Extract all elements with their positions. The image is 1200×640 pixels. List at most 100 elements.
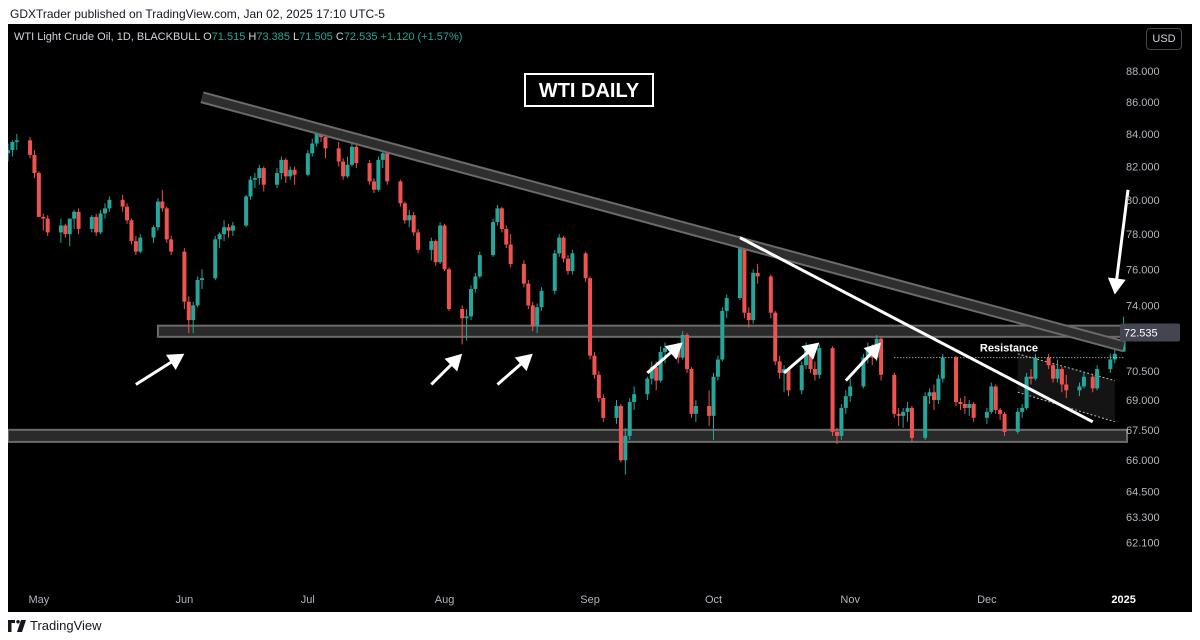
- candle-body: [213, 239, 218, 279]
- candle: [473, 272, 478, 293]
- arrow-sep: [646, 342, 683, 375]
- candle: [566, 255, 570, 275]
- candle: [1028, 369, 1033, 385]
- candle: [160, 189, 165, 212]
- candle-body: [654, 367, 659, 381]
- y-tick-label: 80.000: [1126, 195, 1160, 207]
- candle-body: [28, 140, 33, 155]
- candle: [632, 386, 637, 410]
- arrow-jan-down: [1107, 189, 1130, 295]
- candle-body: [923, 396, 928, 438]
- candle-body: [345, 164, 350, 177]
- candle-body: [385, 153, 390, 182]
- candle-body: [561, 237, 566, 259]
- high-label: H: [248, 31, 256, 43]
- candle: [508, 234, 513, 268]
- candle: [658, 346, 663, 383]
- candle-body: [200, 278, 205, 281]
- candle: [129, 218, 134, 245]
- candle-body: [36, 173, 41, 217]
- candle: [962, 396, 967, 414]
- candle: [751, 269, 756, 324]
- candle-body: [191, 305, 196, 321]
- open-label: O: [203, 31, 212, 43]
- candle-body: [94, 216, 99, 233]
- candle: [989, 382, 994, 414]
- candle-body: [539, 290, 544, 308]
- y-tick-label: 64.500: [1126, 486, 1160, 498]
- arrow-nov: [844, 342, 882, 382]
- candle-body: [261, 168, 266, 185]
- candle-body: [411, 215, 416, 233]
- candle-body: [768, 276, 773, 313]
- candle-body: [685, 334, 690, 370]
- candle: [901, 407, 906, 428]
- candle: [230, 222, 235, 236]
- candle-body: [773, 312, 778, 362]
- candle-body: [724, 298, 729, 311]
- candle-body: [252, 178, 257, 180]
- candle: [499, 206, 504, 233]
- candle-body: [1033, 357, 1038, 379]
- candlestick-chart[interactable]: WTI Light Crude Oil, 1D, BLACKBULL O71.5…: [8, 24, 1192, 612]
- candle: [367, 159, 372, 185]
- candle-body: [58, 225, 63, 233]
- candle-body: [45, 218, 50, 233]
- candle: [755, 263, 760, 284]
- candle: [936, 374, 941, 405]
- candle: [491, 218, 496, 257]
- candle: [777, 355, 782, 379]
- candle-body: [499, 208, 504, 229]
- currency-button[interactable]: USD: [1146, 28, 1182, 50]
- candle: [283, 158, 288, 184]
- candle: [931, 384, 936, 410]
- candle: [407, 210, 412, 228]
- candle-body: [715, 359, 720, 377]
- candle-body: [535, 307, 540, 326]
- upper-support-band: [156, 324, 1128, 338]
- tradingview-brand[interactable]: TradingView: [30, 618, 102, 633]
- candle-body: [257, 168, 262, 179]
- candle: [940, 353, 945, 383]
- candle: [292, 166, 297, 185]
- candle-body: [693, 405, 698, 414]
- candle-body: [508, 244, 513, 264]
- candle: [530, 301, 535, 332]
- candle: [1055, 359, 1060, 383]
- candle-body: [402, 203, 407, 221]
- candle: [557, 234, 562, 257]
- candle-body: [746, 312, 751, 321]
- candle: [1090, 374, 1095, 393]
- open-value: 71.515: [212, 31, 249, 43]
- close-value: 72.535: [344, 31, 381, 43]
- candle: [984, 407, 989, 424]
- candle: [830, 346, 835, 436]
- y-tick-label: 66.000: [1126, 455, 1160, 467]
- candle-body: [1108, 359, 1113, 370]
- candle: [1077, 382, 1082, 397]
- candle-body: [1020, 407, 1025, 412]
- candle-body: [217, 234, 222, 240]
- chart-pane[interactable]: WTI Light Crude Oil, 1D, BLACKBULL O71.5…: [8, 24, 1192, 612]
- candle-body: [288, 169, 293, 177]
- candle: [222, 220, 227, 242]
- candle-body: [658, 351, 663, 381]
- candle-body: [32, 154, 37, 174]
- candle: [614, 400, 619, 424]
- candle-body: [367, 163, 372, 182]
- candle: [742, 244, 747, 319]
- candle-body: [954, 357, 959, 403]
- candle-body: [89, 216, 94, 229]
- candle-body: [583, 253, 588, 279]
- candle-body: [1112, 353, 1117, 360]
- candle: [570, 249, 575, 275]
- candle: [288, 166, 293, 180]
- candle-body: [521, 263, 526, 284]
- candle: [1064, 374, 1069, 399]
- x-tick-label: Aug: [435, 594, 455, 606]
- candle: [103, 203, 108, 219]
- candle-body: [530, 305, 535, 326]
- candle: [125, 203, 130, 224]
- candle: [645, 376, 650, 401]
- candle: [248, 176, 253, 200]
